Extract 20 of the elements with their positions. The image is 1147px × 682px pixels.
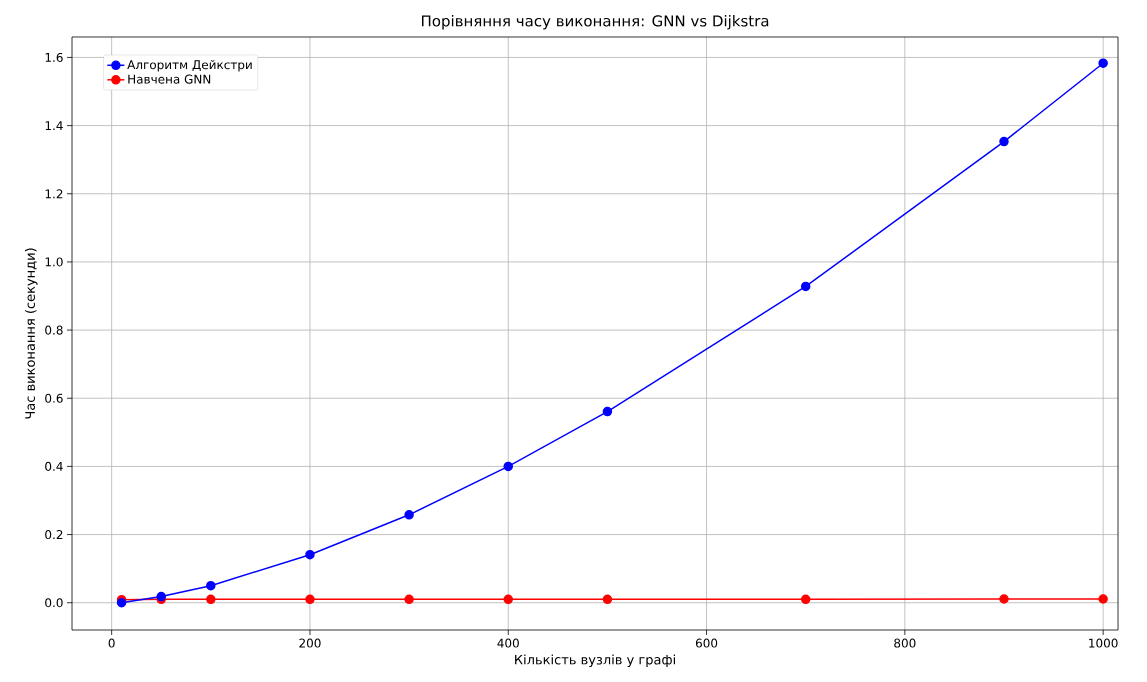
x-tick-label: 400	[497, 638, 519, 648]
y-tick-label: 0.8	[45, 325, 63, 335]
y-tick-label: 0.4	[45, 461, 63, 471]
y-axis-title: Час виконання (секунди)	[24, 248, 38, 419]
y-tick-label: 0.2	[45, 530, 63, 540]
x-tick-label: 0	[108, 638, 115, 648]
x-axis-title: Кількість вузлів у графі	[515, 654, 675, 668]
legend-label: Алгоритм Дейкстри	[127, 59, 252, 72]
x-tick-label: 600	[695, 638, 718, 648]
x-tick-label: 800	[894, 638, 916, 648]
y-tick-label: 0.0	[45, 598, 63, 608]
chart-title: Порівняння часу виконання: GNN vs Dijkstra	[422, 14, 769, 30]
y-tick-label: 0.6	[45, 393, 63, 403]
y-tick-label: 1.2	[45, 189, 63, 199]
x-tick-label: 200	[299, 638, 321, 648]
x-tick-label: 1000	[1089, 638, 1118, 648]
y-tick-label: 1.0	[45, 257, 63, 267]
y-tick-label: 1.4	[45, 121, 63, 130]
legend-label: Навчена GNN	[128, 74, 211, 84]
y-tick-label: 1.6	[45, 52, 63, 62]
